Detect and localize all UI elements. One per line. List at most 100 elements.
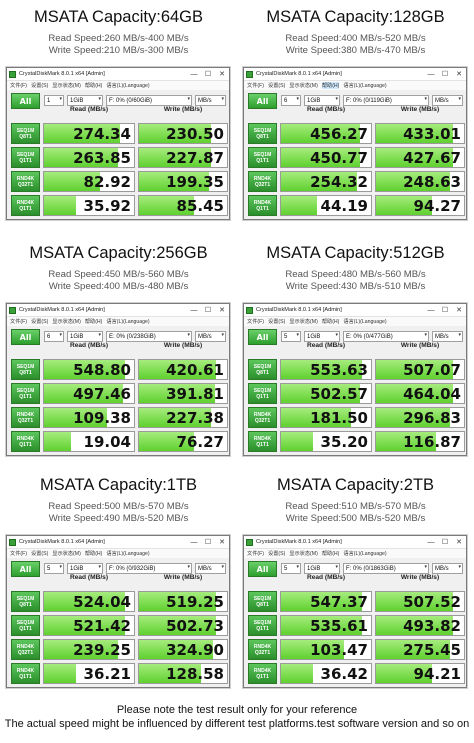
test-button[interactable]: SEQ1M Q8T1	[11, 591, 40, 612]
maximize-button[interactable]: ☐	[204, 71, 212, 78]
all-button[interactable]: All	[248, 329, 277, 345]
menu-item[interactable]: 文件(F)	[10, 83, 27, 89]
test-button[interactable]: SEQ1M Q8T1	[248, 591, 277, 612]
menu-item[interactable]: 显示状态(M)	[289, 551, 318, 557]
runs-select[interactable]: 5 ▾	[281, 563, 301, 574]
minimize-button[interactable]: —	[427, 306, 435, 314]
all-button[interactable]: All	[248, 561, 277, 577]
drive-select[interactable]: E: 0% (0/477GiB) ▾	[343, 331, 429, 342]
drive-select[interactable]: F: 0% (0/1863GiB) ▾	[343, 563, 429, 574]
close-button[interactable]: ✕	[456, 71, 462, 78]
maximize-button[interactable]: ☐	[204, 539, 212, 546]
test-button[interactable]: RND4K Q1T1	[11, 431, 40, 452]
runs-select[interactable]: 6 ▾	[44, 331, 64, 342]
test-button[interactable]: SEQ1M Q1T1	[248, 383, 277, 404]
test-button[interactable]: RND4K Q32T1	[11, 407, 40, 428]
minimize-button[interactable]: —	[190, 538, 198, 546]
menu-item[interactable]: 显示状态(M)	[52, 83, 81, 89]
menu-item[interactable]: 文件(F)	[247, 319, 264, 325]
minimize-button[interactable]: —	[190, 70, 198, 78]
menu-item[interactable]: 语言(L)(Language)	[343, 83, 387, 89]
runs-select[interactable]: 6 ▾	[281, 95, 301, 106]
unit-select[interactable]: MB/s ▾	[432, 95, 463, 106]
menu-item[interactable]: 文件(F)	[247, 83, 264, 89]
test-button[interactable]: RND4K Q32T1	[248, 171, 277, 192]
test-button[interactable]: SEQ1M Q1T1	[248, 147, 277, 168]
menu-item[interactable]: 语言(L)(Language)	[106, 319, 150, 325]
test-button[interactable]: RND4K Q1T1	[248, 195, 277, 216]
test-button[interactable]: RND4K Q32T1	[248, 639, 277, 660]
menu-item[interactable]: 设置(S)	[268, 551, 286, 557]
unit-select[interactable]: MB/s ▾	[195, 331, 226, 342]
close-button[interactable]: ✕	[219, 307, 225, 314]
size-select[interactable]: 1GiB ▾	[67, 95, 103, 106]
close-button[interactable]: ✕	[219, 71, 225, 78]
test-button[interactable]: SEQ1M Q8T1	[248, 123, 277, 144]
test-button[interactable]: SEQ1M Q1T1	[11, 615, 40, 636]
close-button[interactable]: ✕	[456, 307, 462, 314]
test-button[interactable]: RND4K Q1T1	[11, 663, 40, 684]
unit-select[interactable]: MB/s ▾	[195, 95, 226, 106]
size-select[interactable]: 1GiB ▾	[67, 563, 103, 574]
test-button[interactable]: SEQ1M Q1T1	[11, 383, 40, 404]
menu-item[interactable]: 帮助(H)	[84, 319, 103, 325]
menu-item[interactable]: 文件(F)	[10, 551, 27, 557]
menu-item[interactable]: 设置(S)	[268, 83, 286, 89]
test-button[interactable]: RND4K Q1T1	[11, 195, 40, 216]
drive-select[interactable]: E: 0% (0/238GiB) ▾	[106, 331, 192, 342]
menu-item[interactable]: 帮助(H)	[84, 83, 103, 89]
minimize-button[interactable]: —	[427, 70, 435, 78]
menu-item[interactable]: 显示状态(M)	[289, 83, 318, 89]
all-button[interactable]: All	[11, 329, 40, 345]
minimize-button[interactable]: —	[190, 306, 198, 314]
drive-select[interactable]: F: 0% (0/119GiB) ▾	[343, 95, 429, 106]
test-button[interactable]: SEQ1M Q1T1	[248, 615, 277, 636]
menu-item[interactable]: 语言(L)(Language)	[343, 551, 387, 557]
maximize-button[interactable]: ☐	[441, 71, 449, 78]
menu-item[interactable]: 语言(L)(Language)	[343, 319, 387, 325]
menu-item[interactable]: 文件(F)	[10, 319, 27, 325]
menu-item[interactable]: 设置(S)	[31, 83, 49, 89]
test-button[interactable]: RND4K Q1T1	[248, 431, 277, 452]
maximize-button[interactable]: ☐	[441, 539, 449, 546]
size-select[interactable]: 1GiB ▾	[304, 95, 340, 106]
menu-item[interactable]: 帮助(H)	[321, 319, 340, 325]
menu-item[interactable]: 设置(S)	[31, 319, 49, 325]
maximize-button[interactable]: ☐	[441, 307, 449, 314]
menu-item[interactable]: 语言(L)(Language)	[106, 83, 150, 89]
menu-item[interactable]: 设置(S)	[31, 551, 49, 557]
size-select[interactable]: 1GiB ▾	[67, 331, 103, 342]
menu-item[interactable]: 显示状态(M)	[52, 551, 81, 557]
all-button[interactable]: All	[248, 93, 277, 109]
all-button[interactable]: All	[11, 561, 40, 577]
menu-item[interactable]: 设置(S)	[268, 319, 286, 325]
menu-item[interactable]: 帮助(H)	[321, 551, 340, 557]
test-button[interactable]: RND4K Q1T1	[248, 663, 277, 684]
all-button[interactable]: All	[11, 93, 40, 109]
close-button[interactable]: ✕	[219, 539, 225, 546]
unit-select[interactable]: MB/s ▾	[432, 563, 463, 574]
test-button[interactable]: SEQ1M Q8T1	[248, 359, 277, 380]
menu-item[interactable]: 帮助(H)	[321, 82, 340, 89]
runs-select[interactable]: 5 ▾	[281, 331, 301, 342]
menu-item[interactable]: 显示状态(M)	[289, 319, 318, 325]
test-button[interactable]: SEQ1M Q8T1	[11, 123, 40, 144]
menu-item[interactable]: 语言(L)(Language)	[106, 551, 150, 557]
menu-item[interactable]: 显示状态(M)	[52, 319, 81, 325]
test-button[interactable]: SEQ1M Q8T1	[11, 359, 40, 380]
test-button[interactable]: SEQ1M Q1T1	[11, 147, 40, 168]
drive-select[interactable]: F: 0% (0/60GiB) ▾	[106, 95, 192, 106]
size-select[interactable]: 1GiB ▾	[304, 331, 340, 342]
drive-select[interactable]: F: 0% (0/932GiB) ▾	[106, 563, 192, 574]
test-button[interactable]: RND4K Q32T1	[11, 639, 40, 660]
maximize-button[interactable]: ☐	[204, 307, 212, 314]
menu-item[interactable]: 帮助(H)	[84, 551, 103, 557]
unit-select[interactable]: MB/s ▾	[432, 331, 463, 342]
size-select[interactable]: 1GiB ▾	[304, 563, 340, 574]
test-button[interactable]: RND4K Q32T1	[248, 407, 277, 428]
menu-item[interactable]: 文件(F)	[247, 551, 264, 557]
runs-select[interactable]: 5 ▾	[44, 563, 64, 574]
minimize-button[interactable]: —	[427, 538, 435, 546]
close-button[interactable]: ✕	[456, 539, 462, 546]
test-button[interactable]: RND4K Q32T1	[11, 171, 40, 192]
